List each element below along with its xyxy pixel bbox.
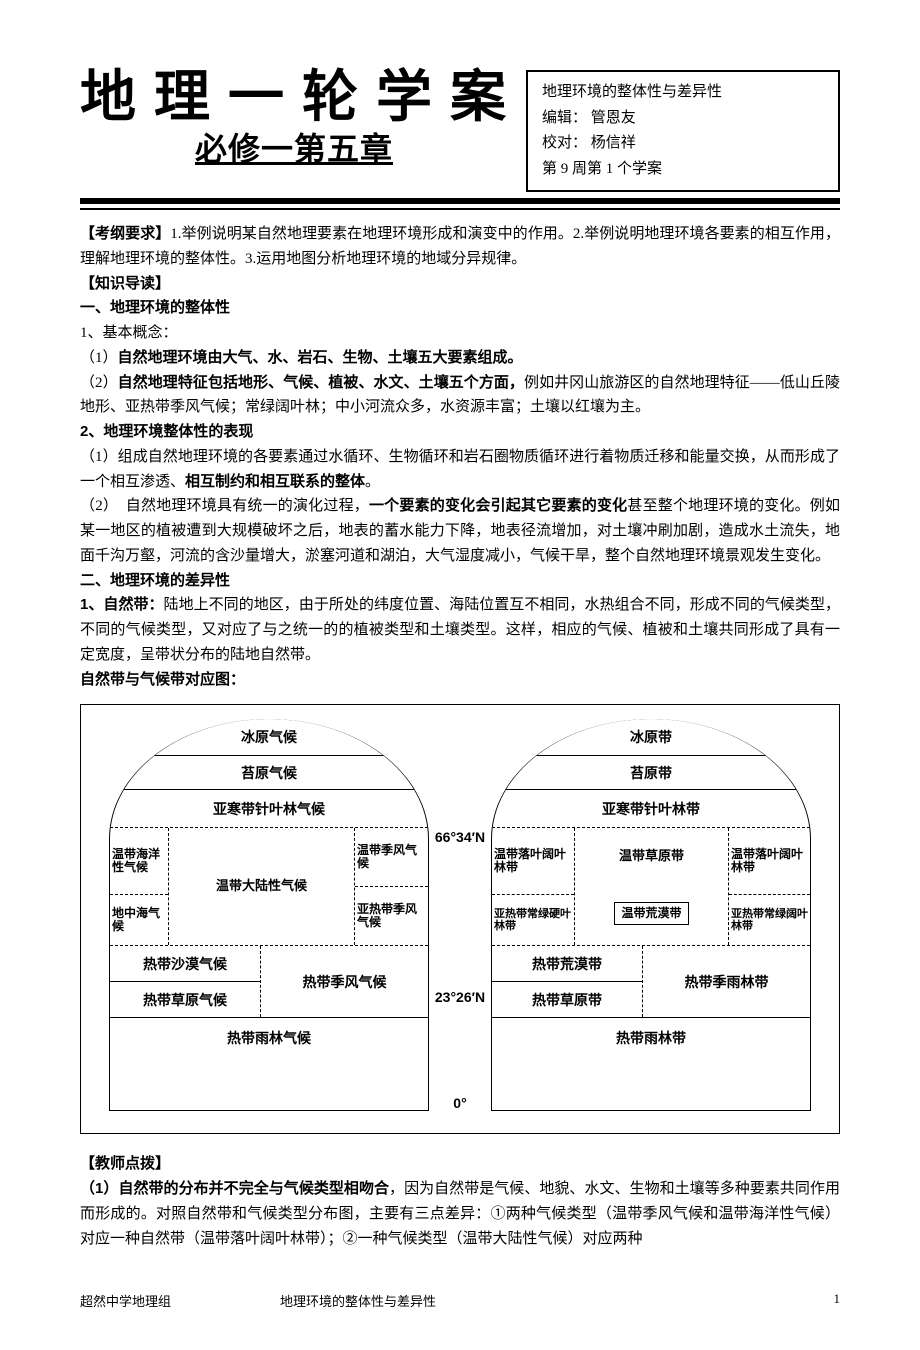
editor-name: 管恩友 bbox=[591, 110, 636, 126]
info-editor: 编辑： 管恩友 bbox=[542, 106, 824, 132]
s1-1-2b: 自然地理特征包括地形、气候、植被、水文、土壤五个方面， bbox=[118, 374, 524, 391]
footer-left: 超然中学地理组 bbox=[80, 1291, 280, 1310]
r-r3: 亚寒带针叶林带 bbox=[492, 789, 810, 827]
lat-0: 0° bbox=[453, 1095, 466, 1111]
header: 地 理 一 轮 学 案 必修一第五章 地理环境的整体性与差异性 编辑： 管恩友 … bbox=[80, 70, 840, 192]
r-r6a: 热带荒漠带 bbox=[492, 946, 642, 981]
l-r3: 亚寒带针叶林气候 bbox=[110, 789, 428, 827]
s2-1a: 1、自然带： bbox=[80, 596, 164, 613]
s1-2: 2、地理环境整体性的表现 bbox=[80, 420, 840, 445]
s1-2-1c: 。 bbox=[365, 474, 380, 490]
body-text: 【考纲要求】1.举例说明某自然地理要素在地理环境形成和演变中的作用。2.举例说明… bbox=[80, 222, 840, 692]
kgyq-label: 【考纲要求】 bbox=[80, 225, 170, 242]
l-r4b: 温带大陆性气候 bbox=[168, 828, 354, 945]
s1-1-2: （2）自然地理特征包括地形、气候、植被、水文、土壤五个方面，例如井冈山旅游区的自… bbox=[80, 371, 840, 421]
info-proof: 校对： 杨信祥 bbox=[542, 131, 824, 157]
s2-1: 1、自然带：陆地上不同的地区，由于所处的纬度位置、海陆位置互不相同，水热组合不同… bbox=[80, 593, 840, 667]
lat-23: 23°26′N bbox=[435, 989, 485, 1005]
r-r4b: 温带草原带 bbox=[575, 828, 728, 881]
footer-center: 地理环境的整体性与差异性 bbox=[280, 1291, 800, 1310]
climate-biome-diagram: 66°34′N 23°26′N 0° 冰原气候 苔原气候 亚寒带针叶林气候 温带… bbox=[80, 704, 840, 1134]
r-r4c: 温带荒漠带 bbox=[614, 902, 688, 925]
r-r7a: 热带草原带 bbox=[492, 981, 642, 1017]
l-r6b: 热带季风气候 bbox=[260, 946, 428, 1017]
l-r6a: 热带沙漠气候 bbox=[110, 946, 260, 981]
l-r4a: 温带海洋性气候 bbox=[110, 828, 168, 894]
divider-rule bbox=[80, 198, 840, 210]
jsdb-label: 【教师点拨】 bbox=[80, 1152, 840, 1177]
r-r4d: 温带落叶阔叶林带 bbox=[729, 828, 810, 894]
biome-dome: 冰原带 苔原带 亚寒带针叶林带 温带落叶阔叶林带 亚热带常绿硬叶林带 温带草原带… bbox=[491, 719, 811, 1111]
s1-1: 1、基本概念： bbox=[80, 321, 840, 346]
s1-1-2a: （2） bbox=[80, 375, 118, 391]
r-r2: 苔原带 bbox=[492, 755, 810, 789]
s2-map-label: 自然带与气候带对应图： bbox=[80, 668, 840, 693]
l-r5c: 亚热带季风气候 bbox=[355, 886, 428, 945]
climate-dome: 冰原气候 苔原气候 亚寒带针叶林气候 温带海洋性气候 地中海气候 温带大陆性气候… bbox=[109, 719, 429, 1111]
s1-2-2b: 一个要素的变化会引起其它要素的变化 bbox=[369, 497, 627, 514]
info-box: 地理环境的整体性与差异性 编辑： 管恩友 校对： 杨信祥 第 9 周第 1 个学… bbox=[526, 70, 840, 192]
s2-title: 二、地理环境的差异性 bbox=[80, 569, 840, 594]
s2-1b: 陆地上不同的地区，由于所处的纬度位置、海陆位置互不相同，水热组合不同，形成不同的… bbox=[80, 597, 840, 663]
s1-1-1a: （1） bbox=[80, 350, 118, 366]
s1-2-1: （1）组成自然地理环境的各要素通过水循环、生物循环和岩石圈物质循环进行着物质迁移… bbox=[80, 445, 840, 495]
info-topic: 地理环境的整体性与差异性 bbox=[542, 80, 824, 106]
sub-title: 必修一第五章 bbox=[80, 124, 508, 170]
teacher-notes: 【教师点拨】 （1）自然带的分布并不完全与气候类型相吻合，因为自然带是气候、地貌… bbox=[80, 1152, 840, 1251]
zsdd-label: 【知识导读】 bbox=[80, 272, 840, 297]
s1-2-2: （2） 自然地理环境具有统一的演化过程，一个要素的变化会引起其它要素的变化甚至整… bbox=[80, 494, 840, 568]
s1-2-1b: 相互制约和相互联系的整体 bbox=[185, 473, 365, 490]
s1-1-1b: 自然地理环境由大气、水、岩石、生物、土壤五大要素组成。 bbox=[118, 349, 523, 366]
s1-2-2a: （2） 自然地理环境具有统一的演化过程， bbox=[80, 498, 369, 514]
r-r1: 冰原带 bbox=[492, 719, 810, 755]
proof-label: 校对： bbox=[542, 131, 587, 157]
r-r6b: 热带季雨林带 bbox=[642, 946, 810, 1017]
r-r4a: 温带落叶阔叶林带 bbox=[492, 828, 574, 894]
main-title: 地 理 一 轮 学 案 bbox=[80, 70, 508, 126]
proof-name: 杨信祥 bbox=[591, 135, 636, 151]
l-r5a: 地中海气候 bbox=[110, 894, 168, 945]
l-r7a: 热带草原气候 bbox=[110, 981, 260, 1017]
page: 地 理 一 轮 学 案 必修一第五章 地理环境的整体性与差异性 编辑： 管恩友 … bbox=[0, 0, 920, 1350]
kgyq: 【考纲要求】1.举例说明某自然地理要素在地理环境形成和演变中的作用。2.举例说明… bbox=[80, 222, 840, 272]
r-r5a: 亚热带常绿硬叶林带 bbox=[492, 894, 574, 945]
s1-1-1: （1）自然地理环境由大气、水、岩石、生物、土壤五大要素组成。 bbox=[80, 346, 840, 371]
editor-label: 编辑： bbox=[542, 106, 587, 132]
title-block: 地 理 一 轮 学 案 必修一第五章 bbox=[80, 70, 508, 170]
jsdb-1: （1）自然带的分布并不完全与气候类型相吻合，因为自然带是气候、地貌、水文、生物和… bbox=[80, 1177, 840, 1251]
info-week: 第 9 周第 1 个学案 bbox=[542, 157, 824, 183]
r-r8: 热带雨林带 bbox=[492, 1018, 810, 1057]
l-r4c: 温带季风气候 bbox=[355, 828, 428, 886]
l-r1: 冰原气候 bbox=[110, 719, 428, 755]
footer-page: 1 bbox=[800, 1291, 840, 1310]
jsdb-1a: （1）自然带的分布并不完全与气候类型相吻合 bbox=[80, 1180, 389, 1197]
lat-66: 66°34′N bbox=[435, 829, 485, 845]
footer: 超然中学地理组 地理环境的整体性与差异性 1 bbox=[80, 1291, 840, 1310]
l-r8: 热带雨林气候 bbox=[110, 1018, 428, 1057]
l-r2: 苔原气候 bbox=[110, 755, 428, 789]
s1-title: 一、地理环境的整体性 bbox=[80, 296, 840, 321]
r-r5c: 亚热带常绿阔叶林带 bbox=[729, 894, 810, 945]
kgyq-text: 1.举例说明某自然地理要素在地理环境形成和演变中的作用。2.举例说明地理环境各要… bbox=[80, 226, 840, 267]
